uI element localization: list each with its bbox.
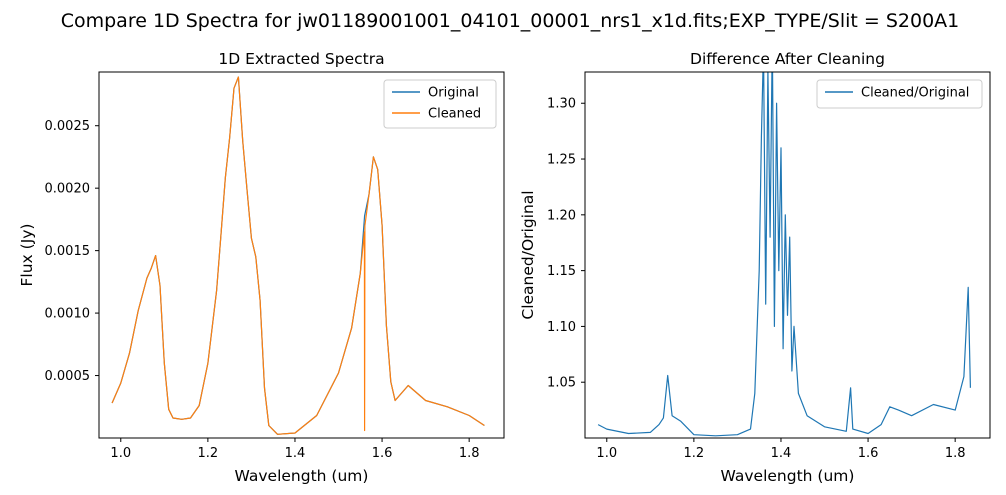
x-tick-label: 1.8: [945, 446, 966, 461]
y-tick-label: 1.05: [547, 376, 576, 391]
y-tick-label: 1.30: [547, 97, 576, 112]
x-tick-label: 1.2: [684, 446, 705, 461]
left-chart-panel: 1.0 1.2 1.4 1.6 1.8 0.0005 0.0010 0.0015 0.0020 0…: [18, 50, 505, 485]
legend-label: Cleaned: [428, 107, 481, 122]
y-tick-label: 1.25: [547, 153, 576, 168]
y-tick-label: 1.20: [547, 208, 576, 223]
series-line-0-1: [111, 76, 485, 435]
chart-title: 1D Extracted Spectra: [218, 50, 384, 68]
x-tick-label: 1.4: [285, 446, 306, 461]
y-axis-label: Cleaned/Original: [519, 190, 537, 319]
plot-frame: [98, 71, 505, 439]
x-tick-label: 1.0: [596, 446, 617, 461]
plot-frame: [584, 71, 991, 439]
y-tick-label: 0.0010: [45, 307, 91, 322]
legend-label: Original: [428, 86, 479, 101]
x-axis-label: Wavelength (um): [721, 467, 855, 485]
y-tick-label: 1.10: [547, 320, 576, 335]
y-axis-label: Flux (Jy): [18, 224, 36, 287]
legend-label: Cleaned/Original: [861, 86, 969, 101]
y-tick-label: 0.0005: [45, 369, 91, 384]
x-tick-label: 1.6: [372, 446, 393, 461]
x-tick-label: 1.8: [459, 446, 480, 461]
series-line-0-0: [111, 76, 485, 435]
y-tick-label: 0.0025: [45, 119, 91, 134]
y-tick-label: 0.0015: [45, 244, 91, 259]
chart-title: Difference After Cleaning: [690, 50, 885, 68]
y-tick-label: 0.0020: [45, 182, 91, 197]
x-tick-label: 1.0: [110, 446, 131, 461]
series-line-1-0: [597, 72, 971, 437]
right-chart-panel: 1.0 1.2 1.4 1.6 1.8 1.05 1.10 1.15 1.20 1.25 1.30 D…: [519, 50, 991, 485]
y-tick-label: 1.15: [547, 264, 576, 279]
x-axis-label: Wavelength (um): [235, 467, 369, 485]
legend-box: [816, 79, 983, 109]
x-tick-label: 1.2: [198, 446, 219, 461]
x-tick-label: 1.6: [858, 446, 879, 461]
x-tick-label: 1.4: [771, 446, 792, 461]
figure-title: Compare 1D Spectra for jw01189001001_041…: [61, 10, 960, 32]
